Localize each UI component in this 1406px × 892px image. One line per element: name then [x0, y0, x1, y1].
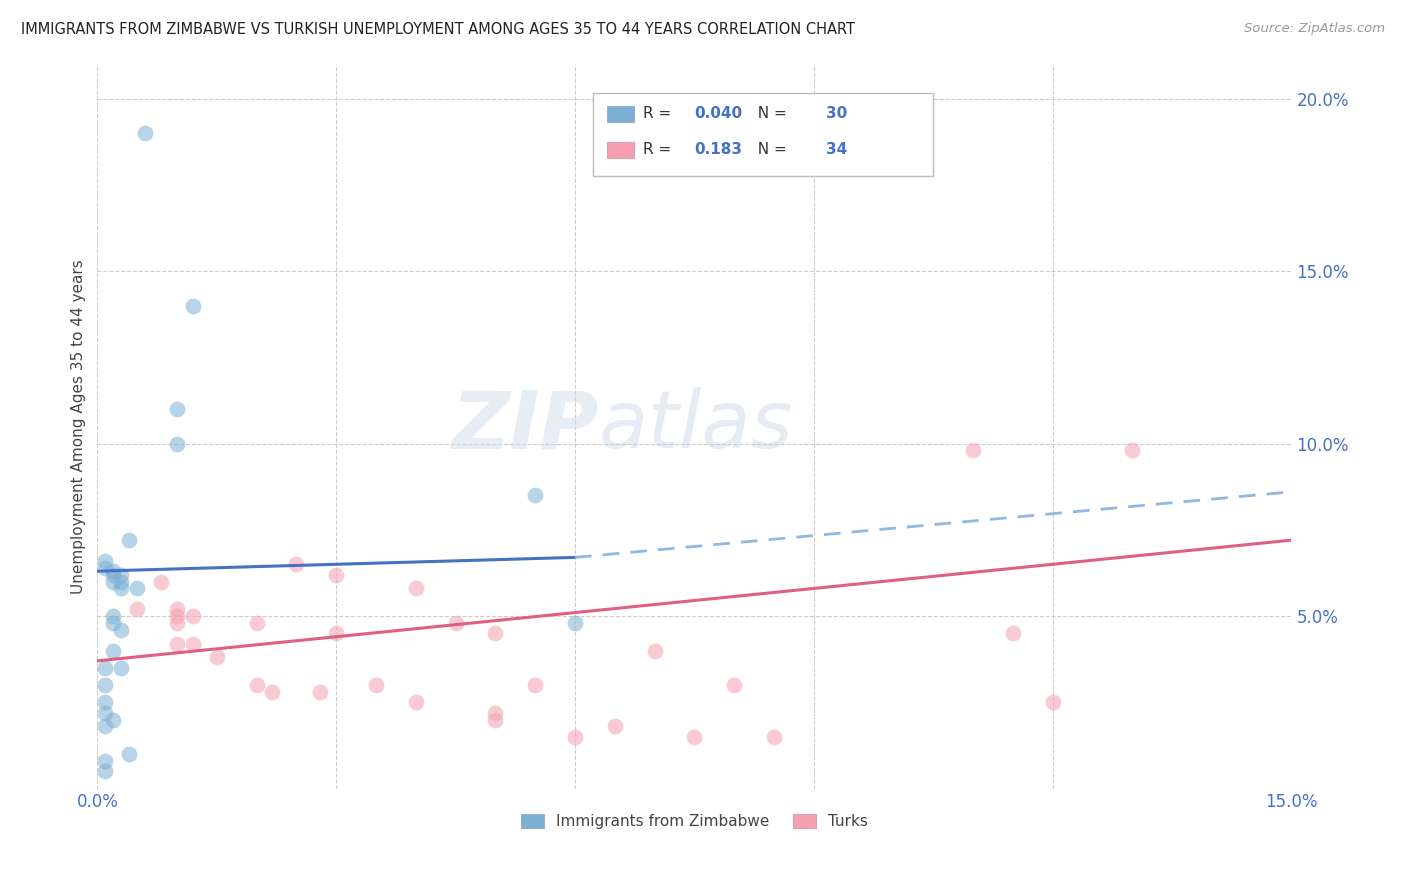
Point [763, 730, 786, 744]
Point [94, 754, 117, 768]
Point [564, 615, 586, 630]
Point [166, 637, 188, 651]
Point [1121, 443, 1143, 458]
Point [134, 126, 156, 140]
FancyBboxPatch shape [607, 143, 634, 158]
Point [285, 558, 308, 572]
Point [127, 602, 149, 616]
Point [110, 567, 132, 582]
Point [405, 695, 427, 709]
Text: atlas: atlas [599, 387, 793, 466]
Text: 0.040: 0.040 [695, 106, 742, 120]
Point [103, 615, 125, 630]
Point [110, 574, 132, 589]
Point [166, 402, 188, 417]
Point [103, 609, 125, 624]
Point [103, 643, 125, 657]
Point [94, 678, 117, 692]
FancyBboxPatch shape [607, 106, 634, 122]
Text: N =: N = [748, 106, 792, 120]
Point [94, 560, 117, 574]
Point [127, 582, 149, 596]
Point [103, 564, 125, 578]
Point [603, 719, 626, 733]
Text: 0.183: 0.183 [695, 142, 742, 157]
Y-axis label: Unemployment Among Ages 35 to 44 years: Unemployment Among Ages 35 to 44 years [72, 259, 86, 594]
Point [110, 582, 132, 596]
Text: 30: 30 [825, 106, 846, 120]
Point [166, 615, 188, 630]
Point [1042, 695, 1064, 709]
Point [94, 695, 117, 709]
Point [94, 706, 117, 720]
Point [683, 730, 706, 744]
Point [405, 582, 427, 596]
Point [564, 730, 586, 744]
Text: R =: R = [643, 106, 676, 120]
Point [94, 554, 117, 568]
Point [325, 626, 347, 640]
Point [118, 747, 141, 761]
Point [110, 623, 132, 637]
Point [166, 609, 188, 624]
Point [103, 574, 125, 589]
Point [723, 678, 745, 692]
Point [325, 567, 347, 582]
Point [94, 661, 117, 675]
Point [118, 533, 141, 548]
Point [245, 678, 267, 692]
Point [150, 574, 173, 589]
Point [110, 661, 132, 675]
Text: Source: ZipAtlas.com: Source: ZipAtlas.com [1244, 22, 1385, 36]
Point [181, 609, 204, 624]
Point [94, 719, 117, 733]
Point [94, 764, 117, 779]
Point [364, 678, 387, 692]
Point [245, 615, 267, 630]
Point [205, 650, 228, 665]
Legend: Immigrants from Zimbabwe, Turks: Immigrants from Zimbabwe, Turks [515, 808, 873, 835]
Point [1001, 626, 1024, 640]
Point [524, 678, 547, 692]
Text: IMMIGRANTS FROM ZIMBABWE VS TURKISH UNEMPLOYMENT AMONG AGES 35 TO 44 YEARS CORRE: IMMIGRANTS FROM ZIMBABWE VS TURKISH UNEM… [21, 22, 855, 37]
Point [103, 713, 125, 727]
Point [484, 706, 506, 720]
Point [166, 436, 188, 450]
Point [309, 685, 332, 699]
Text: 34: 34 [825, 142, 846, 157]
Point [962, 443, 984, 458]
Text: ZIP: ZIP [451, 387, 599, 466]
Point [444, 615, 467, 630]
Point [181, 637, 204, 651]
Point [524, 488, 547, 502]
Text: R =: R = [643, 142, 676, 157]
Point [484, 713, 506, 727]
Point [644, 643, 666, 657]
Point [166, 602, 188, 616]
Text: N =: N = [748, 142, 792, 157]
FancyBboxPatch shape [593, 93, 934, 177]
Point [262, 685, 284, 699]
Point [484, 626, 506, 640]
Point [103, 567, 125, 582]
Point [181, 299, 204, 313]
